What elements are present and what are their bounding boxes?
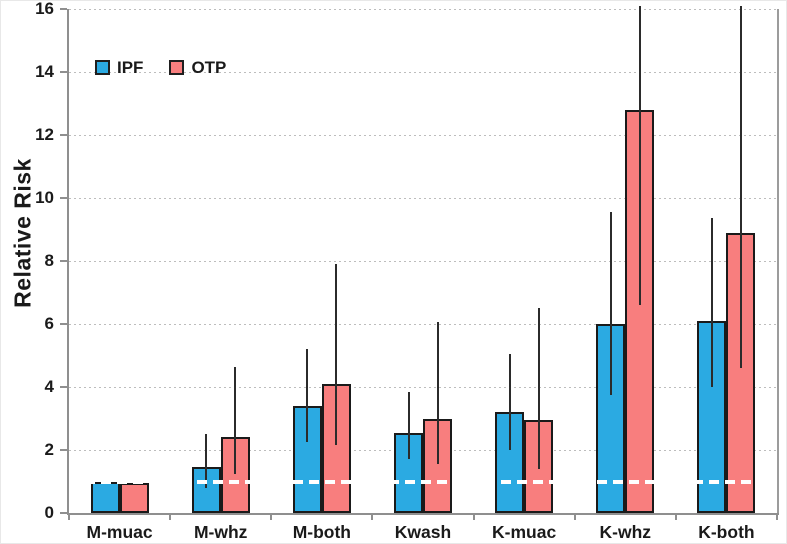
legend-swatch-ipf	[95, 60, 110, 75]
x-tick-7	[776, 515, 778, 520]
x-tick-label-k-whz: K-whz	[599, 522, 652, 542]
right-frame-line	[777, 9, 779, 515]
errorbar-ipf-k-both	[710, 218, 713, 387]
x-tick-label-m-muac: M-muac	[86, 522, 153, 542]
error-bars-layer	[69, 6, 777, 513]
y-tick-label-0: 0	[44, 503, 54, 522]
y-tick-label-6: 6	[44, 314, 54, 333]
errorbar-otp-kwash	[436, 322, 439, 465]
legend: IPF OTP	[95, 59, 226, 76]
y-tick-label-12: 12	[35, 125, 54, 144]
gridline-y10	[69, 197, 777, 199]
x-tick-label-k-muac: K-muac	[492, 522, 557, 542]
gridline-y6	[69, 323, 777, 325]
y-tick-10	[60, 197, 67, 199]
errorbar-ipf-k-whz	[609, 212, 612, 395]
legend-swatch-otp	[169, 60, 185, 75]
x-tick-label-k-both: K-both	[698, 522, 755, 542]
reference-line-rr1	[69, 479, 777, 484]
y-tick-6	[60, 323, 67, 325]
y-tick-4	[60, 386, 67, 388]
x-axis-line	[67, 513, 779, 515]
x-tick-label-m-whz: M-whz	[193, 522, 248, 542]
legend-item-ipf: IPF	[95, 59, 143, 76]
errorbar-otp-k-muac	[537, 308, 540, 469]
gridline-y14	[69, 71, 777, 73]
legend-item-otp: OTP	[169, 59, 226, 76]
x-tick-2	[270, 515, 273, 520]
x-tick-1	[169, 515, 172, 520]
gridline-y12	[69, 134, 777, 136]
errorbar-ipf-m-both	[306, 349, 309, 443]
y-tick-16	[60, 8, 67, 10]
y-tick-14	[60, 71, 67, 73]
y-tick-label-4: 4	[44, 377, 54, 396]
errorbar-otp-k-whz	[638, 6, 641, 306]
x-tick-0	[68, 515, 70, 520]
legend-label-otp: OTP	[191, 58, 227, 77]
y-tick-label-2: 2	[44, 440, 54, 459]
y-tick-8	[60, 260, 67, 262]
bar-otp-m-muac	[119, 483, 149, 513]
gridline-y4	[69, 386, 777, 388]
errorbar-ipf-kwash	[407, 391, 410, 460]
legend-label-ipf: IPF	[117, 58, 144, 77]
errorbar-otp-k-both	[739, 6, 742, 369]
errorbar-otp-m-whz	[234, 366, 237, 474]
gridline-y8	[69, 260, 777, 262]
gridline-y16	[69, 8, 777, 10]
y-tick-0	[60, 512, 67, 514]
y-tick-label-10: 10	[35, 188, 54, 207]
y-tick-2	[60, 449, 67, 451]
errorbar-ipf-m-whz	[205, 434, 208, 488]
x-tick-label-m-both: M-both	[292, 522, 351, 542]
x-tick-6	[674, 515, 677, 520]
errorbar-ipf-k-muac	[508, 353, 511, 450]
x-tick-4	[472, 515, 475, 520]
y-axis-line	[67, 9, 69, 515]
x-tick-3	[371, 515, 374, 520]
x-tick-5	[573, 515, 576, 520]
y-axis: 0 2 4 6 8 10 12 14 16	[1, 1, 69, 522]
errorbar-otp-m-both	[335, 264, 338, 446]
y-tick-label-8: 8	[44, 251, 54, 270]
x-axis: M-muac M-whz M-both Kwash K-muac K-whz K-both	[68, 513, 778, 543]
x-tick-label-kwash: Kwash	[394, 522, 452, 542]
y-tick-label-16: 16	[35, 0, 54, 18]
plot-area: IPF OTP	[67, 6, 779, 515]
y-tick-label-14: 14	[35, 62, 54, 81]
y-tick-12	[60, 134, 67, 136]
